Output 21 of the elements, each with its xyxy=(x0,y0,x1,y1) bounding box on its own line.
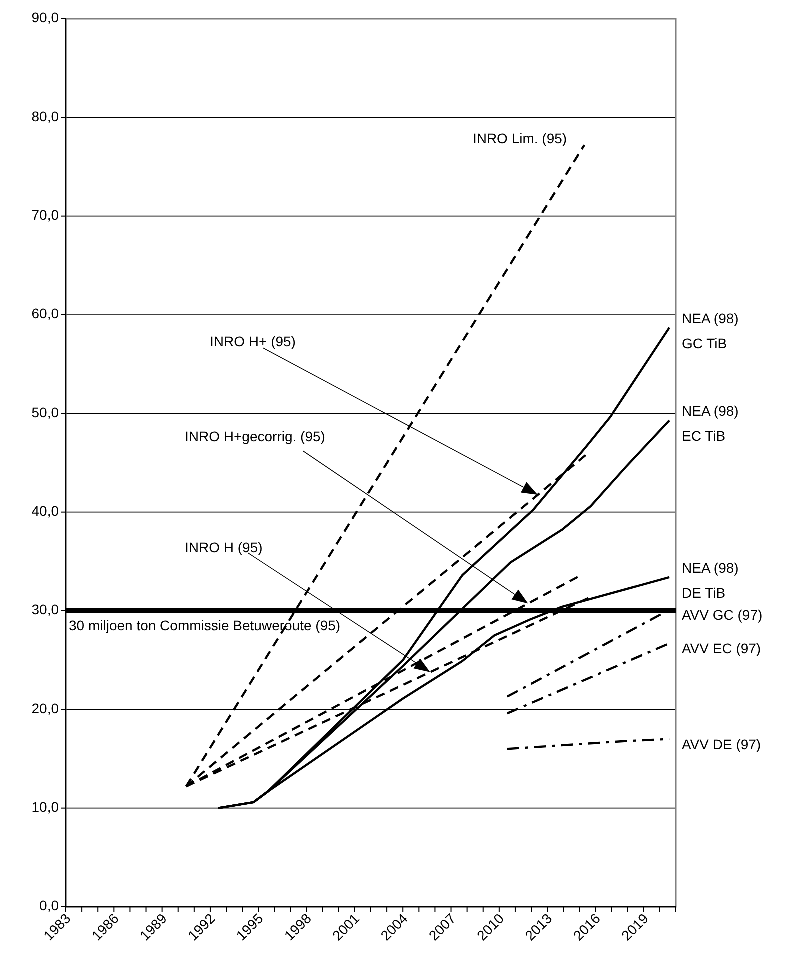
series-label: NEA (98) GC TiB xyxy=(682,310,739,352)
text: INRO H+gecorrig. (95) xyxy=(185,428,326,445)
y-tick-label: 30,0 xyxy=(32,602,60,618)
series-label: NEA (98) EC TiB xyxy=(682,402,739,444)
y-tick-label: 90,0 xyxy=(32,10,60,26)
series-label: AVV EC (97) xyxy=(682,640,762,656)
series-label: NEA (98) DE TiB xyxy=(682,560,739,601)
y-tick-label: 40,0 xyxy=(32,503,60,520)
text: INRO H+ (95) xyxy=(210,334,296,350)
y-tick-label: 70,0 xyxy=(32,207,60,224)
y-tick-label: 80,0 xyxy=(32,108,60,124)
text: INRO H (95) xyxy=(185,540,263,556)
y-tick-label: 20,0 xyxy=(32,700,60,716)
y-tick-label: 60,0 xyxy=(32,306,60,322)
series-label: AVV DE (97) xyxy=(682,736,762,752)
y-tick-label: 50,0 xyxy=(32,404,60,420)
series-label: INRO Lim. (95) xyxy=(472,130,568,147)
series-label: AVV GC (97) xyxy=(682,606,763,623)
y-tick-label: 10,0 xyxy=(32,799,60,816)
ref-line-label: 30 miljoen ton Commissie Betuweroute (95) xyxy=(69,618,341,634)
y-tick-label: 0,0 xyxy=(40,898,60,914)
